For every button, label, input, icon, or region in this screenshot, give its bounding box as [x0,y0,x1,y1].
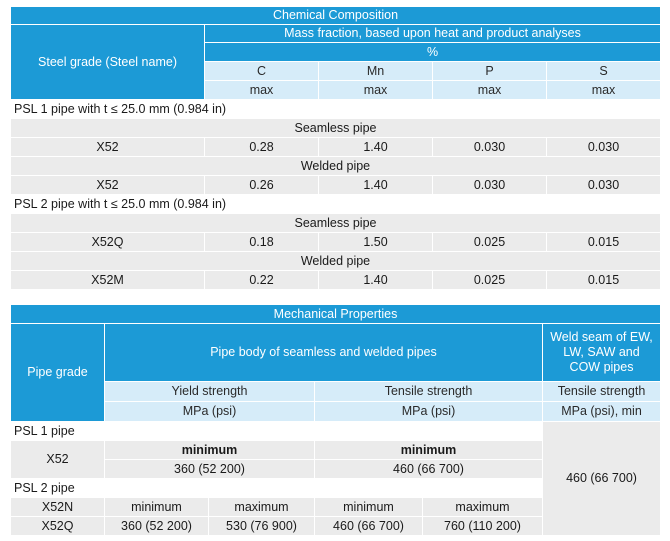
psl1-section-label: PSL 1 pipe with t ≤ 25.0 mm (0.984 in) [10,99,661,119]
p-cell: 0.025 [432,232,547,252]
p-cell: 0.030 [432,175,547,195]
psl2-section-label: PSL 2 pipe with t ≤ 25.0 mm (0.984 in) [10,194,661,214]
mn-cell: 1.40 [318,137,433,157]
chem-title: Chemical Composition [10,6,661,25]
tensile-strength-header: Tensile strength [314,381,543,402]
psl2-yield-max: 530 (76 900) [208,516,315,536]
weld-tensile-header: Tensile strength [541,381,662,402]
psl2-grade-a: X52N [10,497,105,517]
grade-cell: X52 [10,175,205,195]
psl2-yield-min: 360 (52 200) [104,516,209,536]
psl1-grade: X52 [10,440,105,479]
mass-fraction-header: Mass fraction, based upon heat and produ… [204,24,661,43]
mech-title: Mechanical Properties [9,304,662,324]
limit-mn: max [318,80,433,100]
steel-grade-header: Steel grade (Steel name) [10,24,205,100]
grade-cell: X52Q [10,232,205,252]
p-cell: 0.025 [432,270,547,290]
chemical-composition-table: Chemical Composition Steel grade (Steel … [10,6,661,290]
element-c: C [204,61,319,81]
mn-cell: 1.50 [318,232,433,252]
tensile-min-label: minimum [314,497,423,517]
tensile-unit: MPa (psi) [314,401,543,422]
element-s: S [546,61,661,81]
table-row: X52 0.26 1.40 0.030 0.030 [10,175,661,195]
limit-c: max [204,80,319,100]
element-mn: Mn [318,61,433,81]
limit-s: max [546,80,661,100]
welded-label: Welded pipe [10,251,661,271]
table-row: X52 0.28 1.40 0.030 0.030 [10,137,661,157]
s-cell: 0.015 [546,232,661,252]
mechanical-properties-table: Mechanical Properties Pipe grade Pipe bo… [9,304,662,536]
psl1-pipe-label: PSL 1 pipe [10,421,543,441]
limit-p: max [432,80,547,100]
yield-max-label: maximum [208,497,315,517]
psl2-grade-b: X52Q [10,516,105,536]
c-cell: 0.22 [204,270,319,290]
pipe-grade-header: Pipe grade [10,323,105,422]
mn-cell: 1.40 [318,175,433,195]
c-cell: 0.26 [204,175,319,195]
psl2-tensile-min: 460 (66 700) [314,516,423,536]
unit-header: % [204,42,661,62]
psl2-pipe-label: PSL 2 pipe [10,478,543,498]
tensile-minimum-label: minimum [314,440,543,460]
table-row: X52M 0.22 1.40 0.025 0.015 [10,270,661,290]
yield-unit: MPa (psi) [104,401,315,422]
weld-tensile-value: 460 (66 700) [541,421,662,536]
psl1-yield-min: 360 (52 200) [104,459,315,479]
welded-label: Welded pipe [10,156,661,176]
seamless-label: Seamless pipe [10,213,661,233]
pipe-body-header: Pipe body of seamless and welded pipes [104,323,543,382]
c-cell: 0.28 [204,137,319,157]
s-cell: 0.030 [546,137,661,157]
yield-minimum-label: minimum [104,440,315,460]
table-row: X52Q 360 (52 200) 530 (76 900) 460 (66 7… [10,516,661,536]
tensile-max-label: maximum [422,497,543,517]
yield-strength-header: Yield strength [104,381,315,402]
s-cell: 0.015 [546,270,661,290]
table-row: X52Q 0.18 1.50 0.025 0.015 [10,232,661,252]
seamless-label: Seamless pipe [10,118,661,138]
element-p: P [432,61,547,81]
weld-unit: MPa (psi), min [541,401,662,422]
psl1-tensile-min: 460 (66 700) [314,459,543,479]
p-cell: 0.030 [432,137,547,157]
psl2-tensile-max: 760 (110 200) [422,516,543,536]
table-row: 360 (52 200) 460 (66 700) [11,459,661,479]
yield-min-label: minimum [104,497,209,517]
c-cell: 0.18 [204,232,319,252]
s-cell: 0.030 [546,175,661,195]
grade-cell: X52M [10,270,205,290]
mn-cell: 1.40 [318,270,433,290]
grade-cell: X52 [10,137,205,157]
weld-seam-header: Weld seam of EW, LW, SAW and COW pipes [541,323,662,382]
